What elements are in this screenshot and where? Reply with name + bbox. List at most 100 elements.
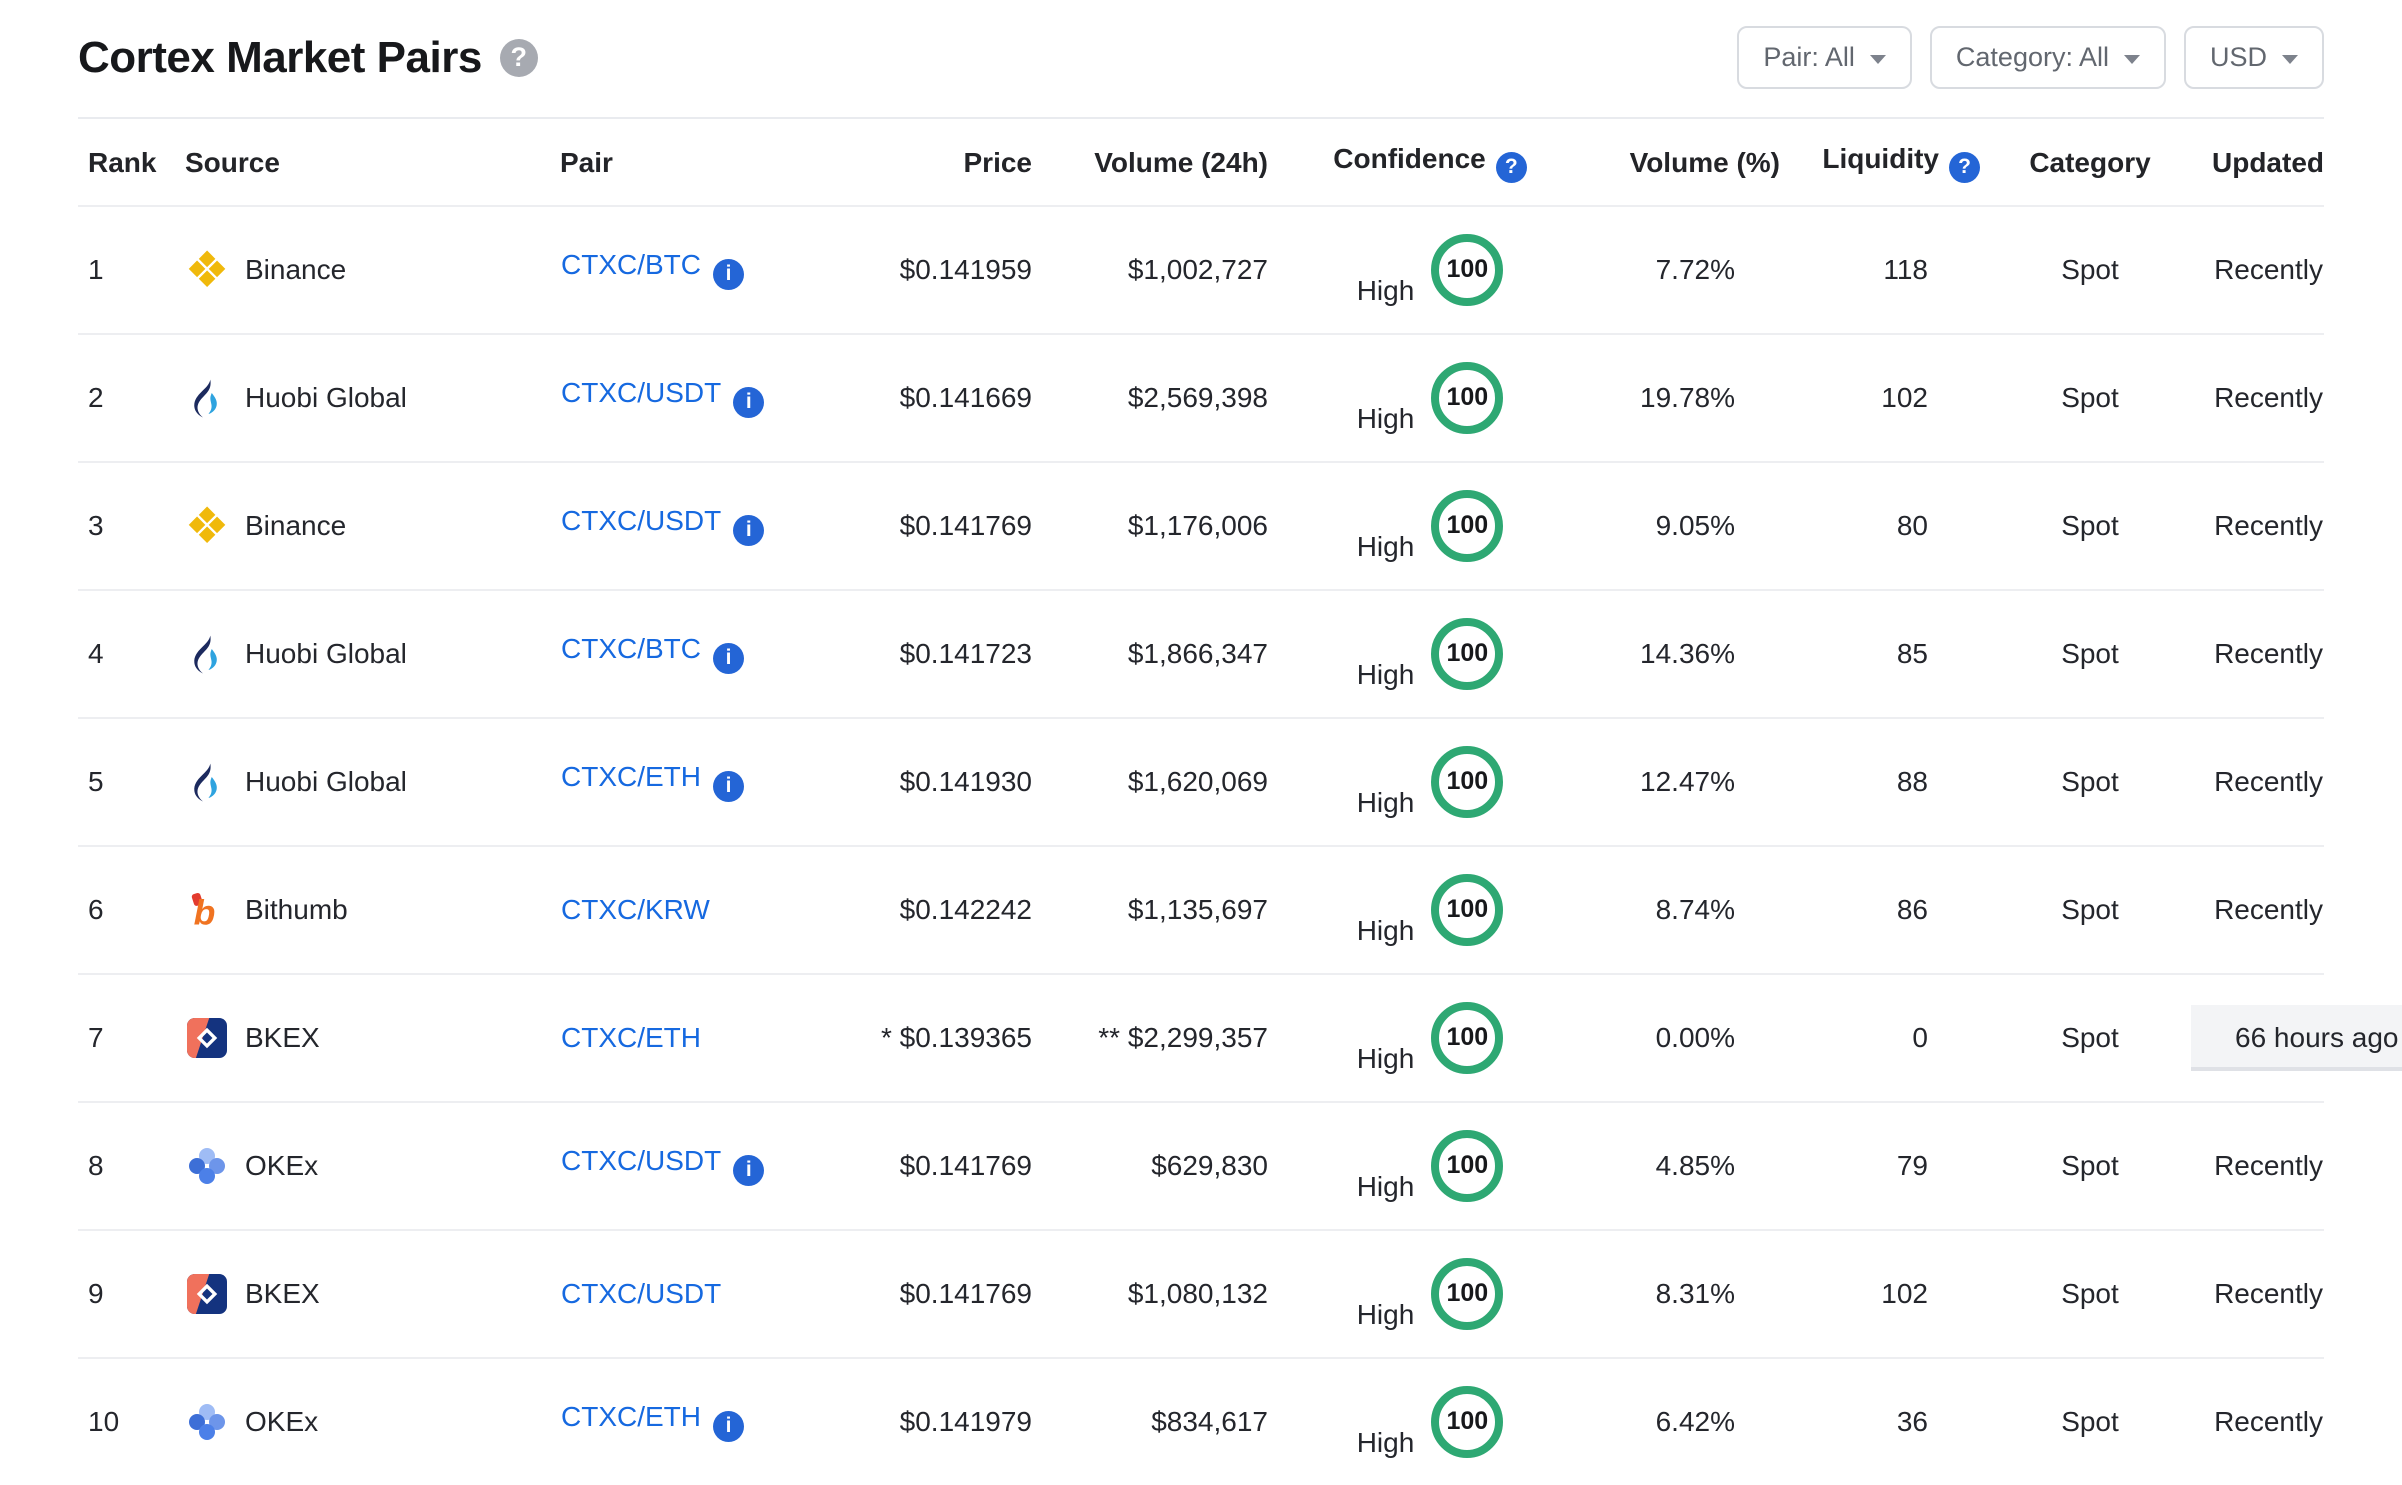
- help-icon[interactable]: ?: [1949, 151, 1980, 183]
- source-cell[interactable]: Huobi Global: [185, 718, 560, 846]
- info-icon[interactable]: i: [713, 258, 744, 290]
- pair-filter-dropdown[interactable]: Pair: All: [1737, 26, 1912, 89]
- liquidity-cell: 102: [1881, 381, 1928, 413]
- col-header-confidence[interactable]: Confidence?: [1285, 118, 1575, 206]
- currency-dropdown[interactable]: USD: [2183, 26, 2324, 89]
- source-name[interactable]: Binance: [245, 253, 347, 285]
- updated-cell: Recently: [2190, 206, 2324, 334]
- source-name[interactable]: Bithumb: [245, 893, 348, 925]
- currency-label: USD: [2209, 42, 2267, 72]
- pair-link[interactable]: CTXC/KRW: [561, 893, 710, 925]
- updated-value: Recently: [2214, 1405, 2323, 1437]
- source-name[interactable]: Huobi Global: [245, 765, 407, 797]
- updated-cell: Recently: [2190, 590, 2324, 718]
- table-row: 8 OKEx CTXC/USDT i $0.141769 $629,830 Hig…: [78, 1101, 2324, 1230]
- col-header-rank[interactable]: Rank: [88, 146, 157, 178]
- confidence-label: High: [1356, 402, 1415, 434]
- updated-value: Recently: [2214, 253, 2323, 285]
- source-cell[interactable]: Huobi Global: [185, 590, 560, 718]
- okex-logo: [186, 1401, 228, 1443]
- help-icon[interactable]: ?: [1495, 151, 1527, 183]
- col-header-category[interactable]: Category: [2029, 146, 2151, 178]
- col-header-liquidity[interactable]: Liquidity?: [1790, 118, 1990, 206]
- info-icon[interactable]: i: [713, 770, 744, 802]
- pair-link[interactable]: CTXC/BTC: [561, 633, 701, 665]
- category-cell: Spot: [2061, 253, 2119, 285]
- rank-cell: 2: [88, 381, 104, 413]
- category-cell: Spot: [2061, 1405, 2119, 1437]
- confidence-cell: High 100: [1285, 206, 1575, 334]
- confidence-label: High: [1356, 658, 1415, 690]
- updated-value: Recently: [2214, 509, 2323, 541]
- pair-link[interactable]: CTXC/USDT: [561, 1145, 722, 1177]
- source-cell[interactable]: b Bithumb: [185, 846, 560, 974]
- pair-link[interactable]: CTXC/ETH: [561, 761, 701, 793]
- volume-pct-cell: 7.72%: [1655, 253, 1735, 285]
- bkex-logo: [186, 1017, 228, 1059]
- pair-link[interactable]: CTXC/USDT: [561, 505, 722, 537]
- source-name[interactable]: BKEX: [245, 1021, 320, 1053]
- source-cell[interactable]: ❖ Binance: [185, 462, 560, 590]
- price-cell: $0.141979: [899, 1405, 1032, 1437]
- category-cell: Spot: [2061, 509, 2119, 541]
- pair-link[interactable]: CTXC/USDT: [561, 377, 722, 409]
- liquidity-cell: 88: [1896, 765, 1928, 797]
- source-name[interactable]: BKEX: [245, 1277, 320, 1309]
- liquidity-cell: 118: [1883, 253, 1928, 285]
- col-header-volume-24h[interactable]: Volume (24h): [1094, 146, 1268, 178]
- volume-pct-cell: 8.74%: [1655, 893, 1735, 925]
- pair-cell: CTXC/BTC i: [560, 206, 830, 334]
- source-name[interactable]: Binance: [245, 509, 347, 541]
- source-name[interactable]: Huobi Global: [245, 637, 407, 669]
- updated-cell: Recently: [2190, 846, 2324, 974]
- col-header-updated[interactable]: Updated: [2212, 146, 2324, 178]
- rank-cell: 8: [88, 1149, 104, 1181]
- info-icon[interactable]: i: [733, 514, 765, 546]
- pair-cell: CTXC/ETH i: [560, 718, 830, 846]
- price-cell: $0.141769: [899, 509, 1032, 541]
- source-name[interactable]: OKEx: [245, 1149, 319, 1181]
- table-row: 9 BKEX CTXC/USDT $0.141769 $1,080,132 Hi…: [78, 1229, 2324, 1358]
- category-cell: Spot: [2061, 1277, 2119, 1309]
- updated-value: Recently: [2214, 765, 2323, 797]
- okex-logo: [186, 1145, 228, 1187]
- source-cell[interactable]: OKEx: [185, 1358, 560, 1485]
- confidence-label: High: [1356, 1426, 1415, 1458]
- huobi-logo: [186, 377, 228, 419]
- title-help-icon[interactable]: ?: [499, 38, 538, 77]
- info-icon[interactable]: i: [733, 386, 765, 418]
- info-icon[interactable]: i: [733, 1154, 765, 1186]
- source-cell[interactable]: BKEX: [185, 974, 560, 1102]
- category-cell: Spot: [2061, 765, 2119, 797]
- table-row: 6 b Bithumb CTXC/KRW $0.142242 $1,135,69…: [78, 845, 2324, 974]
- huobi-logo: [186, 633, 228, 675]
- source-cell[interactable]: ❖ Binance: [185, 206, 560, 334]
- price-cell: $0.142242: [899, 893, 1032, 925]
- info-icon[interactable]: i: [713, 642, 744, 674]
- pair-link[interactable]: CTXC/ETH: [561, 1401, 701, 1433]
- updated-cell: Recently: [2190, 1230, 2324, 1358]
- source-name[interactable]: Huobi Global: [245, 381, 407, 413]
- filter-bar: Pair: All Category: All USD: [1737, 26, 2324, 89]
- svg-text:b: b: [194, 892, 216, 930]
- col-header-pair[interactable]: Pair: [560, 146, 613, 178]
- confidence-label: High: [1356, 786, 1415, 818]
- confidence-cell: High 100: [1285, 462, 1575, 590]
- volume-pct-cell: 19.78%: [1640, 381, 1735, 413]
- pair-link[interactable]: CTXC/BTC: [561, 249, 701, 281]
- col-header-source[interactable]: Source: [185, 146, 280, 178]
- category-cell: Spot: [2061, 381, 2119, 413]
- col-header-volume-pct[interactable]: Volume (%): [1629, 146, 1780, 178]
- info-icon[interactable]: i: [713, 1410, 744, 1442]
- updated-cell: Recently: [2190, 1358, 2324, 1485]
- confidence-label: High: [1356, 1042, 1415, 1074]
- category-filter-dropdown[interactable]: Category: All: [1929, 26, 2166, 89]
- pair-link[interactable]: CTXC/ETH: [561, 1021, 701, 1053]
- source-name[interactable]: OKEx: [245, 1405, 319, 1437]
- price-cell: $0.141669: [899, 381, 1032, 413]
- source-cell[interactable]: Huobi Global: [185, 334, 560, 462]
- pair-link[interactable]: CTXC/USDT: [561, 1277, 722, 1309]
- source-cell[interactable]: OKEx: [185, 1102, 560, 1230]
- source-cell[interactable]: BKEX: [185, 1230, 560, 1358]
- col-header-price[interactable]: Price: [963, 146, 1033, 178]
